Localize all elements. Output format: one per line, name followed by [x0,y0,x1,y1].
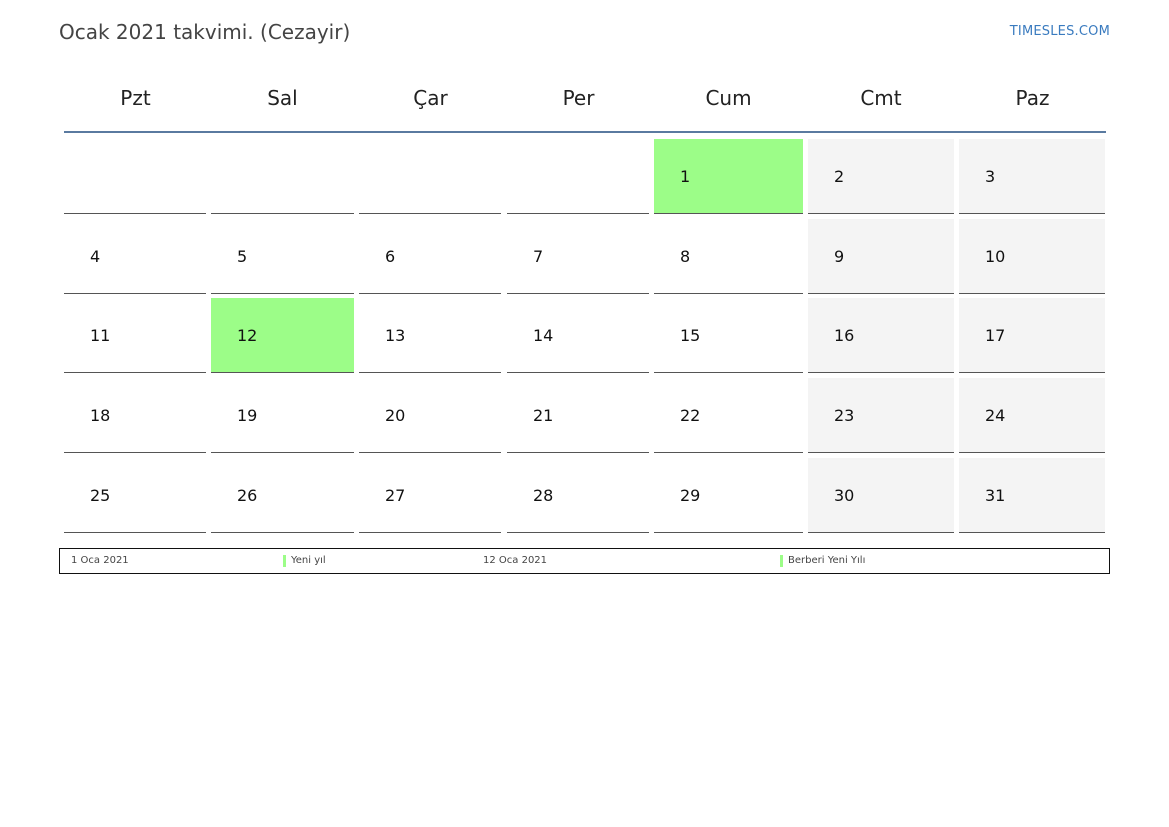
holiday-legend: 1 Oca 2021 Yeni yıl 12 Oca 2021 Berberi … [59,548,1110,574]
day-number: 16 [834,325,855,345]
day-cell[interactable]: 8 [654,219,803,294]
day-number: 7 [533,246,544,266]
day-number: 10 [985,246,1006,266]
day-cell[interactable]: 24 [959,378,1105,453]
day-number: 30 [834,485,855,505]
day-cell[interactable]: 28 [507,458,649,533]
day-number: 24 [985,405,1006,425]
day-cell[interactable]: 26 [211,458,354,533]
day-cell[interactable]: 16 [808,298,954,373]
day-number: 15 [680,325,701,345]
legend-marker-1 [283,555,286,567]
day-cell[interactable]: 19 [211,378,354,453]
day-number: 8 [680,246,691,266]
legend-date-2: 12 Oca 2021 [483,555,548,566]
day-number: 20 [385,405,406,425]
weekday-fri: Cum [705,86,752,110]
weekday-wed: Çar [413,86,448,110]
day-cell[interactable]: 5 [211,219,354,294]
day-cell[interactable]: 4 [64,219,206,294]
empty-day-cell [507,139,649,214]
day-cell[interactable]: 10 [959,219,1105,294]
weekday-tue: Sal [267,86,298,110]
day-number: 31 [985,485,1006,505]
brand-link[interactable]: TIMESLES.COM [1009,24,1110,39]
day-cell[interactable]: 7 [507,219,649,294]
day-cell[interactable]: 1 [654,139,803,214]
day-cell[interactable]: 13 [359,298,501,373]
day-number: 18 [90,405,111,425]
day-cell[interactable]: 18 [64,378,206,453]
day-number: 17 [985,325,1006,345]
day-cell[interactable]: 31 [959,458,1105,533]
empty-day-cell [211,139,354,214]
page-title: Ocak 2021 takvimi. (Cezayir) [59,20,351,44]
day-number: 27 [385,485,406,505]
weekday-thu: Per [562,86,595,110]
empty-day-cell [64,139,206,214]
day-number: 11 [90,325,111,345]
day-number: 25 [90,485,111,505]
day-number: 5 [237,246,248,266]
day-cell[interactable]: 11 [64,298,206,373]
day-cell[interactable]: 27 [359,458,501,533]
weekday-sat: Cmt [860,86,902,110]
weekday-sun: Paz [1015,86,1050,110]
legend-name-1: Yeni yıl [291,555,326,566]
day-number: 9 [834,246,845,266]
day-number: 4 [90,246,101,266]
day-cell[interactable]: 20 [359,378,501,453]
day-number: 13 [385,325,406,345]
legend-name-2: Berberi Yeni Yılı [788,555,866,566]
day-cell[interactable]: 6 [359,219,501,294]
weekday-header-row: Pzt Sal Çar Per Cum Cmt Paz [64,80,1106,116]
day-number: 6 [385,246,396,266]
legend-marker-2 [780,555,783,567]
day-number: 28 [533,485,554,505]
day-number: 22 [680,405,701,425]
empty-day-cell [359,139,501,214]
day-cell[interactable]: 23 [808,378,954,453]
day-number: 21 [533,405,554,425]
day-cell[interactable]: 22 [654,378,803,453]
day-number: 2 [834,166,845,186]
day-number: 29 [680,485,701,505]
day-cell[interactable]: 30 [808,458,954,533]
day-cell[interactable]: 29 [654,458,803,533]
day-cell[interactable]: 14 [507,298,649,373]
day-number: 26 [237,485,258,505]
day-number: 23 [834,405,855,425]
day-number: 19 [237,405,258,425]
day-cell[interactable]: 25 [64,458,206,533]
day-cell[interactable]: 12 [211,298,354,373]
day-cell[interactable]: 17 [959,298,1105,373]
day-cell[interactable]: 9 [808,219,954,294]
day-cell[interactable]: 15 [654,298,803,373]
day-cell[interactable]: 2 [808,139,954,214]
day-number: 1 [680,166,691,186]
day-cell[interactable]: 21 [507,378,649,453]
legend-date-1: 1 Oca 2021 [71,555,129,566]
weekday-mon: Pzt [120,86,151,110]
day-number: 14 [533,325,554,345]
day-cell[interactable]: 3 [959,139,1105,214]
header-rule [64,131,1106,133]
day-number: 3 [985,166,996,186]
day-number: 12 [237,325,258,345]
